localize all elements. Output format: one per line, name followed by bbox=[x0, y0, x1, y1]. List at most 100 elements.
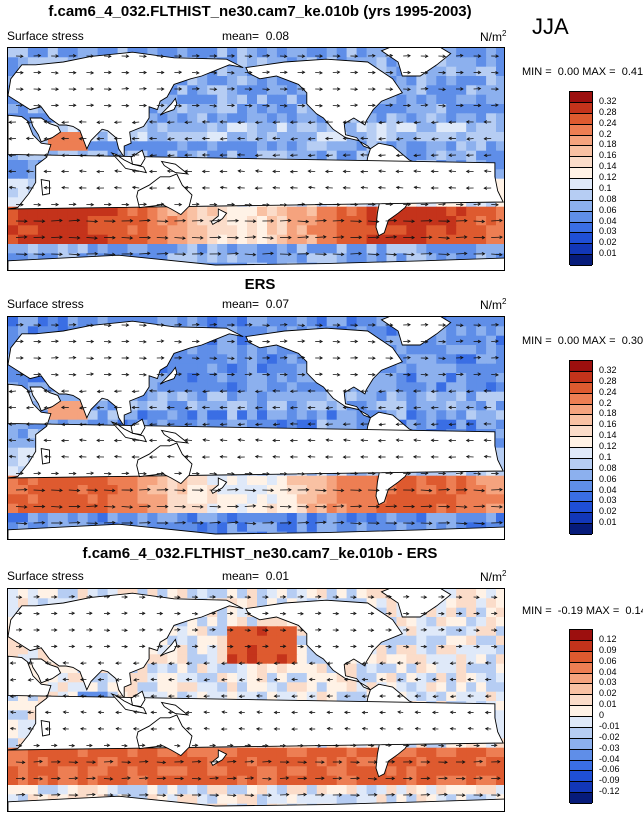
field-cell bbox=[356, 682, 368, 693]
field-cell bbox=[356, 391, 368, 402]
vector-head bbox=[372, 70, 376, 75]
field-cell bbox=[267, 691, 278, 702]
field-cell bbox=[77, 503, 89, 514]
field-cell bbox=[456, 513, 467, 523]
field-cell bbox=[436, 94, 447, 105]
vector-head bbox=[237, 422, 242, 427]
field-cell bbox=[157, 673, 168, 683]
field-cell bbox=[396, 410, 407, 421]
field-cell bbox=[27, 150, 39, 161]
field-cell bbox=[107, 410, 119, 421]
field-cell bbox=[67, 673, 79, 683]
vector-head bbox=[477, 372, 482, 377]
vector-head bbox=[266, 323, 271, 328]
field-cell bbox=[187, 122, 198, 133]
vector-head bbox=[37, 323, 42, 327]
field-cell bbox=[426, 253, 437, 264]
coastline-nz bbox=[210, 477, 228, 495]
field-cell bbox=[167, 635, 178, 646]
vector-shaft bbox=[367, 253, 379, 255]
colorbar-cell bbox=[570, 513, 592, 525]
colorbar-tick-label: 0.28 bbox=[599, 375, 617, 386]
field-cell bbox=[177, 494, 188, 505]
field-cell bbox=[97, 503, 109, 514]
field-cell bbox=[97, 410, 109, 421]
vector-head bbox=[94, 504, 99, 508]
field-cell bbox=[197, 104, 208, 114]
field-cell bbox=[27, 419, 39, 430]
vector-head bbox=[8, 438, 13, 443]
field-cell bbox=[406, 673, 417, 683]
field-cell bbox=[326, 513, 338, 523]
field-cell bbox=[486, 513, 497, 523]
field-cell bbox=[207, 354, 218, 365]
field-cell bbox=[167, 691, 178, 702]
field-cell bbox=[356, 663, 368, 674]
field-cell bbox=[237, 654, 248, 665]
field-cell bbox=[326, 691, 338, 702]
vector-head bbox=[465, 422, 470, 426]
field-cell bbox=[446, 494, 457, 505]
field-cell bbox=[326, 225, 338, 236]
vector-head bbox=[284, 356, 288, 360]
field-cell bbox=[47, 57, 59, 68]
field-cell bbox=[486, 626, 497, 637]
vector-shaft bbox=[167, 390, 175, 392]
field-cell bbox=[376, 513, 388, 523]
field-cell bbox=[276, 391, 288, 402]
field-cell bbox=[207, 654, 218, 665]
vector-head bbox=[213, 87, 218, 91]
vector-head bbox=[19, 103, 24, 108]
field-cell bbox=[306, 654, 318, 665]
vector-head bbox=[43, 422, 48, 426]
field-cell bbox=[386, 363, 398, 374]
vector-shaft bbox=[385, 55, 393, 57]
field-cell bbox=[436, 326, 447, 337]
field-cell bbox=[167, 206, 178, 217]
field-cell bbox=[187, 589, 198, 599]
field-cell bbox=[8, 104, 19, 114]
field-cell bbox=[416, 766, 427, 777]
vector-head bbox=[148, 186, 153, 190]
field-cell bbox=[446, 141, 457, 152]
field-cell bbox=[137, 682, 149, 693]
field-cell bbox=[286, 503, 298, 514]
field-cell bbox=[286, 234, 298, 245]
field-cell bbox=[227, 513, 238, 523]
vector-head bbox=[201, 455, 206, 459]
vector-head bbox=[72, 103, 77, 108]
field-cell bbox=[247, 635, 258, 646]
field-cell bbox=[117, 503, 129, 514]
field-cell bbox=[137, 513, 149, 523]
vector-head bbox=[340, 504, 345, 508]
field-cell bbox=[147, 757, 158, 767]
vector-head bbox=[60, 405, 65, 410]
vector-head bbox=[495, 356, 499, 360]
field-cell bbox=[276, 410, 288, 421]
field-cell bbox=[227, 401, 238, 411]
field-cell bbox=[87, 317, 99, 327]
field-cell bbox=[426, 663, 437, 674]
vector-head bbox=[182, 488, 187, 493]
field-cell bbox=[18, 225, 29, 236]
vector-head bbox=[337, 87, 341, 91]
field-cell bbox=[316, 122, 328, 133]
field-cell bbox=[37, 757, 49, 767]
field-cell bbox=[286, 513, 298, 523]
field-cell bbox=[276, 766, 288, 777]
field-cell bbox=[267, 354, 278, 365]
vector-head bbox=[463, 251, 468, 256]
field-cell bbox=[237, 598, 248, 609]
field-cell bbox=[207, 691, 218, 702]
field-cell bbox=[37, 494, 49, 505]
field-cell bbox=[18, 701, 29, 711]
field-cell bbox=[237, 335, 248, 346]
field-cell bbox=[446, 503, 457, 514]
vector-head bbox=[358, 504, 363, 509]
vector-head bbox=[483, 454, 488, 459]
field-cell bbox=[87, 747, 99, 758]
vector-head bbox=[125, 323, 130, 327]
field-cell bbox=[117, 234, 129, 245]
colorbar-cell bbox=[570, 393, 592, 405]
vector-shaft bbox=[132, 186, 140, 189]
